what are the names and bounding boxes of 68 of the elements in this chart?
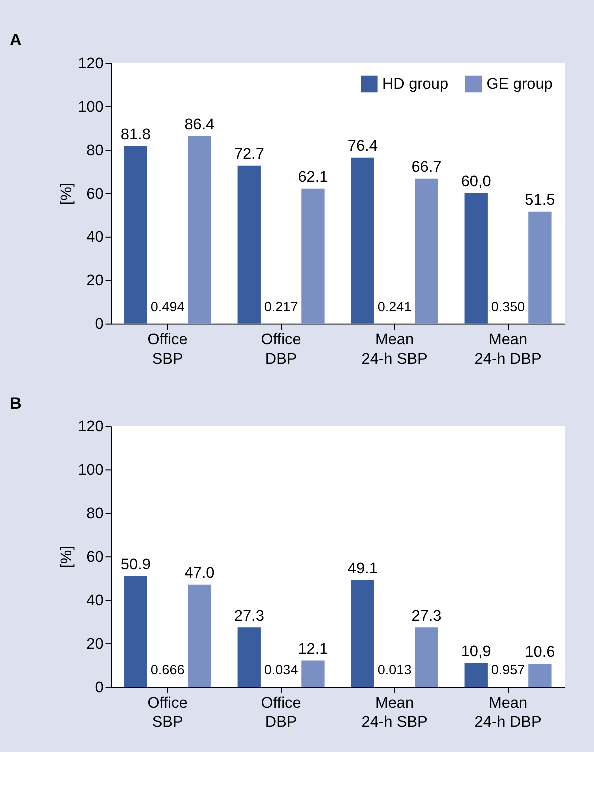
y-tick-label: 20 xyxy=(86,272,104,290)
y-tick-label: 100 xyxy=(78,98,104,116)
bar xyxy=(124,576,148,688)
bar xyxy=(528,212,552,324)
y-tick-label: 40 xyxy=(86,229,104,246)
data-label: 72.7 xyxy=(234,146,264,164)
x-tick-label: Office DBP xyxy=(261,332,302,368)
x-tick-label: Mean 24-h DBP xyxy=(474,694,542,732)
data-label: 27.3 xyxy=(412,608,442,625)
y-tick-label: 0 xyxy=(95,316,104,334)
x-tick-label: Mean 24-h DBP xyxy=(474,332,542,368)
legend-label: GE group xyxy=(486,76,553,94)
bar xyxy=(238,166,261,324)
data-label: 51.5 xyxy=(525,192,556,210)
data-label: 66.7 xyxy=(412,159,442,176)
y-tick-label: 60 xyxy=(86,186,104,203)
data-label: 60,0 xyxy=(461,174,492,191)
bar xyxy=(302,660,325,688)
y-tick-label: 20 xyxy=(86,636,104,653)
y-tick-label: 0 xyxy=(95,679,104,696)
bar xyxy=(238,628,261,688)
bar xyxy=(351,580,374,688)
data-label: 10.6 xyxy=(525,644,556,662)
x-tick-label: Office SBP xyxy=(148,694,188,732)
bar xyxy=(464,193,488,324)
y-tick-label: 120 xyxy=(78,418,104,436)
y-tick-label: 40 xyxy=(86,592,104,610)
y-tick-label: 80 xyxy=(86,142,104,160)
annotation: 0.241 xyxy=(378,299,412,314)
y-tick-label: 120 xyxy=(78,55,104,72)
bar xyxy=(528,664,552,688)
bar xyxy=(464,663,488,688)
annotation: 0.957 xyxy=(491,662,526,678)
annotation: 0.666 xyxy=(150,662,185,678)
legend-label: HD group xyxy=(382,76,449,94)
x-tick-label: Mean 24-h SBP xyxy=(362,694,428,732)
bar xyxy=(351,158,374,324)
data-label: 50.9 xyxy=(120,556,151,574)
data-label: 12.1 xyxy=(298,640,328,658)
data-label: 62.1 xyxy=(298,169,328,186)
y-tick-label: 80 xyxy=(86,505,104,522)
annotation: 0.013 xyxy=(378,662,412,678)
x-tick-label: Mean 24-h SBP xyxy=(362,332,428,368)
y-axis-title: [%] xyxy=(58,546,76,568)
bar xyxy=(415,628,438,688)
data-label: 49.1 xyxy=(348,560,378,578)
data-label: 76.4 xyxy=(348,138,378,156)
data-label: 27.3 xyxy=(234,608,264,625)
bar xyxy=(124,146,148,324)
data-label: 81.8 xyxy=(120,126,151,144)
data-label: 47.0 xyxy=(184,565,215,582)
y-tick-label: 100 xyxy=(78,462,104,479)
y-tick-label: 60 xyxy=(86,548,104,566)
bar xyxy=(188,584,212,688)
bar xyxy=(415,178,438,324)
chart-title: A xyxy=(10,32,22,50)
data-label: 10,9 xyxy=(461,644,492,661)
annotation: 0.350 xyxy=(491,299,526,314)
x-tick-label: Office SBP xyxy=(148,332,188,368)
x-tick-label: Office DBP xyxy=(261,694,302,732)
bar xyxy=(188,136,212,324)
annotation: 0.217 xyxy=(264,299,298,314)
annotation: 0.494 xyxy=(150,299,186,314)
y-axis-title: [%] xyxy=(58,182,76,206)
chart-title: B xyxy=(10,394,22,413)
bar xyxy=(302,188,325,324)
annotation: 0.034 xyxy=(264,662,299,678)
data-label: 86.4 xyxy=(184,116,216,134)
